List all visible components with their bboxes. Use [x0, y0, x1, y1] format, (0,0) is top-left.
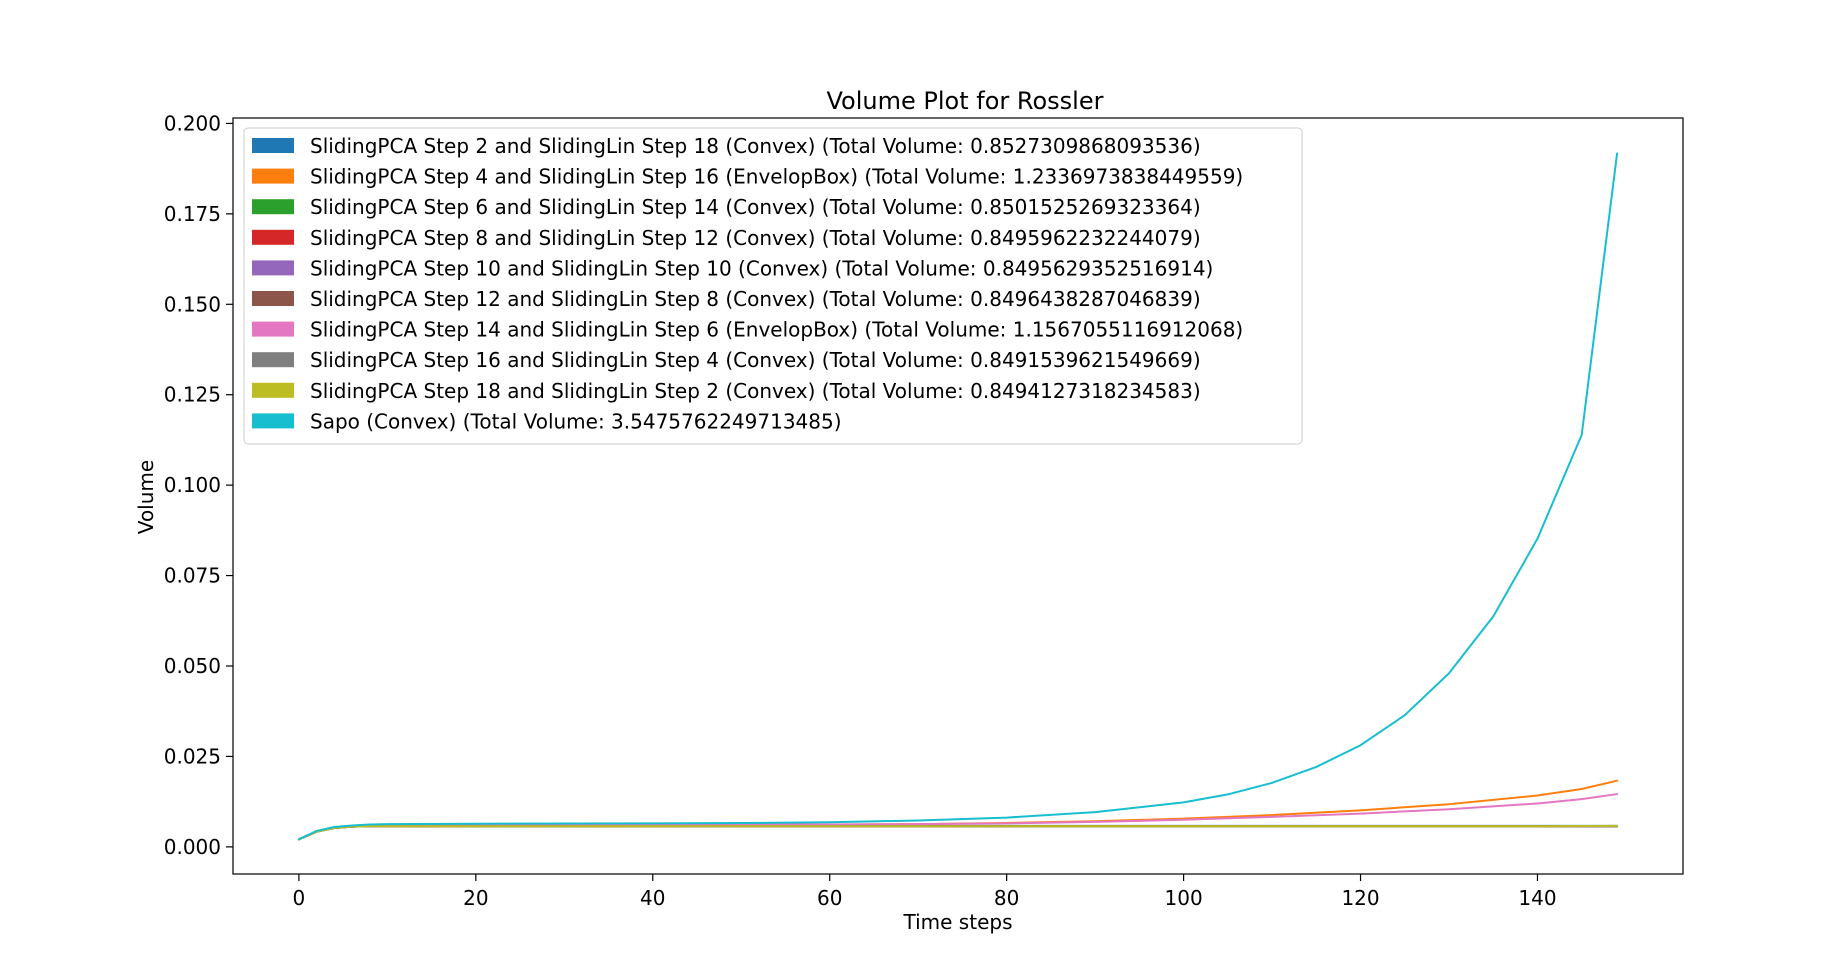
- legend-swatch: [252, 413, 294, 429]
- y-tick-label: 0.075: [164, 564, 221, 588]
- legend-frame: [243, 127, 1303, 445]
- legend-swatch: [252, 260, 294, 276]
- series-line-9: [297, 824, 1619, 841]
- y-tick-label: 0.175: [164, 202, 221, 226]
- legend: SlidingPCA Step 2 and SlidingLin Step 18…: [243, 127, 1303, 445]
- y-tick-label: 0.025: [164, 744, 221, 768]
- y-tick-label: 0.150: [164, 292, 221, 316]
- legend-entry-label: SlidingPCA Step 2 and SlidingLin Step 18…: [310, 134, 1201, 158]
- x-tick-label: 120: [1341, 886, 1379, 910]
- legend-entry-label: SlidingPCA Step 8 and SlidingLin Step 12…: [310, 226, 1201, 250]
- y-axis: 0.000 0.025 0.050 0.075 0.100 0.125 0.150 0.175…: [164, 111, 233, 859]
- y-tick-label: 0.125: [164, 383, 221, 407]
- x-tick-label: 60: [817, 886, 842, 910]
- x-tick-label: 40: [640, 886, 665, 910]
- legend-swatch: [252, 229, 294, 245]
- legend-entry-label: SlidingPCA Step 12 and SlidingLin Step 8…: [310, 287, 1201, 311]
- y-tick-label: 0.100: [164, 473, 221, 497]
- chart-title: Volume Plot for Rossler: [827, 87, 1104, 115]
- y-tick-label: 0.050: [164, 654, 221, 678]
- x-tick-label: 140: [1518, 886, 1556, 910]
- y-tick-label: 0.200: [164, 111, 221, 135]
- legend-swatch: [252, 352, 294, 368]
- legend-entry-label: SlidingPCA Step 6 and SlidingLin Step 14…: [310, 195, 1201, 219]
- legend-entry-label: SlidingPCA Step 10 and SlidingLin Step 1…: [310, 256, 1213, 280]
- legend-swatch: [252, 168, 294, 184]
- legend-swatch: [252, 138, 294, 153]
- series-layer: [297, 152, 1619, 841]
- legend-entry-label: SlidingPCA Step 18 and SlidingLin Step 2…: [310, 379, 1201, 403]
- y-axis-label: Volume: [134, 460, 158, 534]
- x-tick-label: 100: [1165, 886, 1203, 910]
- legend-entry-label: SlidingPCA Step 16 and SlidingLin Step 4…: [310, 348, 1201, 372]
- legend-swatch: [252, 321, 294, 337]
- plot-frame: [232, 117, 1684, 875]
- y-tick-label: 0.000: [164, 835, 221, 859]
- legend-swatch: [252, 291, 294, 306]
- x-axis: 0 20 40 60 80 100 120 140: [293, 874, 1557, 910]
- series-line-10: [297, 152, 1619, 841]
- legend-entry-label: SlidingPCA Step 4 and SlidingLin Step 16…: [310, 165, 1243, 189]
- x-tick-label: 0: [293, 886, 306, 910]
- legend-entry-label: Sapo (Convex) (Total Volume: 3.547576224…: [310, 409, 842, 433]
- legend-entry-label: SlidingPCA Step 14 and SlidingLin Step 6…: [310, 318, 1243, 342]
- legend-swatch: [252, 382, 294, 398]
- x-axis-label: Time steps: [903, 910, 1013, 934]
- legend-swatch: [252, 199, 294, 215]
- x-tick-label: 80: [994, 886, 1019, 910]
- x-tick-label: 20: [463, 886, 488, 910]
